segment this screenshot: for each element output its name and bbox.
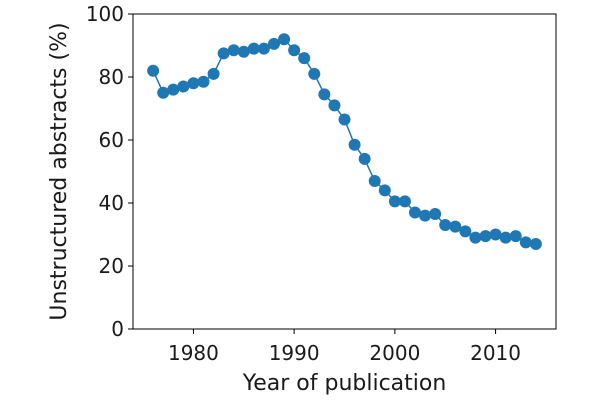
- x-axis: 1980 1990 2000 2010: [168, 329, 521, 365]
- data-point: [268, 37, 280, 50]
- data-point: [489, 228, 502, 241]
- data-point: [177, 80, 190, 93]
- data-point: [378, 184, 391, 197]
- data-point: [147, 64, 160, 77]
- data-point: [419, 209, 432, 222]
- x-axis-label: Year of publication: [242, 371, 447, 396]
- data-point: [439, 219, 452, 232]
- data-point: [358, 152, 371, 165]
- data-point: [388, 195, 401, 208]
- data-point: [308, 67, 321, 80]
- y-tick-label: 100: [86, 2, 124, 26]
- data-point: [217, 47, 230, 60]
- y-tick-label: 20: [99, 254, 124, 278]
- data-point: [519, 236, 532, 249]
- plot-frame: [132, 13, 557, 330]
- data-point: [157, 86, 170, 99]
- data-point: [247, 42, 260, 55]
- data-point: [409, 206, 421, 219]
- data-point: [459, 225, 472, 238]
- plot-area: [147, 33, 542, 250]
- data-point: [469, 231, 482, 244]
- data-point: [197, 75, 210, 88]
- y-tick-label: 0: [111, 317, 124, 341]
- data-point: [298, 52, 311, 65]
- y-axis: 0 20 40 60 80 100: [86, 2, 133, 341]
- data-point: [449, 220, 462, 233]
- x-tick-label: 2010: [470, 341, 521, 365]
- y-tick-label: 40: [99, 191, 124, 215]
- data-point: [207, 67, 220, 80]
- y-axis-label: Unstructured abstracts (%): [47, 22, 72, 320]
- x-tick-label: 1980: [168, 341, 219, 365]
- data-point: [227, 44, 240, 57]
- data-point: [509, 230, 522, 243]
- data-point: [167, 83, 180, 96]
- data-point: [338, 113, 351, 126]
- data-point: [368, 174, 381, 187]
- data-point: [429, 208, 442, 221]
- data-point: [499, 231, 512, 244]
- y-tick-label: 80: [99, 65, 124, 89]
- x-tick-label: 2000: [369, 341, 420, 365]
- data-point: [479, 230, 492, 243]
- data-point: [318, 88, 331, 101]
- data-point: [348, 138, 361, 151]
- x-tick-label: 1990: [269, 341, 320, 365]
- data-point: [278, 33, 291, 46]
- data-point: [237, 45, 250, 58]
- data-point: [257, 42, 270, 55]
- data-point: [529, 237, 542, 250]
- data-point: [288, 44, 301, 57]
- y-tick-label: 60: [99, 128, 124, 152]
- data-point: [187, 77, 200, 90]
- data-point: [328, 99, 341, 112]
- data-point: [398, 195, 411, 208]
